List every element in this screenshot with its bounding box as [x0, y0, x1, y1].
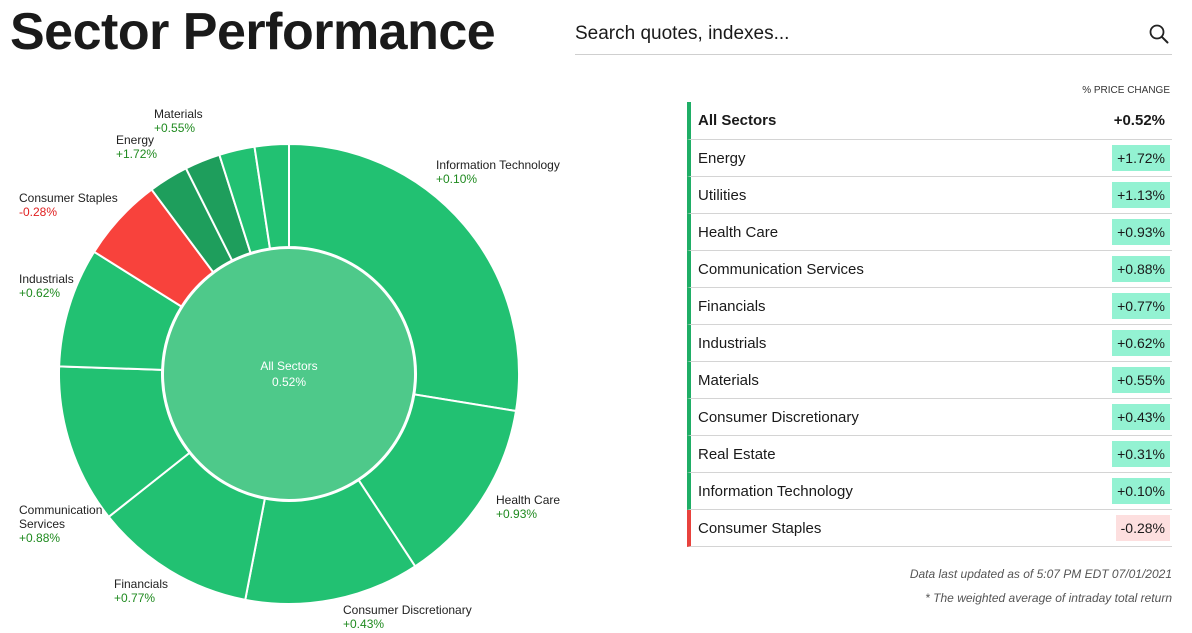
slice-label: Consumer Discretionary [343, 603, 472, 617]
table-row[interactable]: Health Care +0.93% [687, 214, 1172, 251]
table-row[interactable]: Real Estate +0.31% [687, 436, 1172, 473]
slice-label: Services [19, 517, 65, 531]
sector-name: Materials [698, 371, 759, 389]
sector-change-value: +0.93% [1112, 219, 1170, 245]
table-row[interactable]: Financials +0.77% [687, 288, 1172, 325]
slice-label: Industrials [19, 272, 74, 286]
table-row[interactable]: Information Technology +0.10% [687, 473, 1172, 510]
search-box [575, 16, 1172, 55]
sector-name: All Sectors [698, 112, 777, 129]
search-icon[interactable] [1148, 23, 1170, 45]
sector-change-value: +0.62% [1112, 330, 1170, 356]
sector-name: Consumer Discretionary [698, 408, 859, 426]
last-updated-text: Data last updated as of 5:07 PM EDT 07/0… [909, 567, 1172, 581]
sector-name: Industrials [698, 334, 767, 352]
sector-change-value: +0.55% [1112, 367, 1170, 393]
table-row[interactable]: Materials +0.55% [687, 362, 1172, 399]
sector-change-value: +0.43% [1112, 404, 1170, 430]
sector-rows: All Sectors +0.52% Energy +1.72% Utilities +1… [687, 102, 1172, 547]
sector-pie-chart: All Sectors 0.52% Information Technology +0… [0, 95, 590, 633]
table-row[interactable]: Industrials +0.62% [687, 325, 1172, 362]
slice-value-label: +0.55% [154, 121, 195, 135]
sector-name: Communication Services [698, 260, 864, 278]
table-row[interactable]: Consumer Discretionary +0.43% [687, 399, 1172, 436]
sector-change-value: +0.77% [1112, 293, 1170, 319]
table-row[interactable]: Consumer Staples -0.28% [687, 510, 1172, 547]
search-input[interactable] [575, 18, 1135, 50]
sector-change-value: +0.52% [1113, 111, 1165, 129]
slice-value-label: +0.62% [19, 286, 60, 300]
slice-value-label: +0.10% [436, 172, 477, 186]
slice-value-label: +0.88% [19, 531, 60, 545]
slice-value-label: +0.77% [114, 591, 155, 605]
center-label-name: All Sectors [260, 359, 317, 373]
sector-table: % PRICE CHANGE All Sectors +0.52% Energy +1… [687, 85, 1172, 547]
slice-value-label: +0.93% [496, 507, 537, 521]
slice-value-label: +1.72% [116, 147, 157, 161]
slice-value-label: -0.28% [19, 205, 57, 219]
sector-change-value: +0.88% [1112, 256, 1170, 282]
center-label-value: 0.52% [272, 375, 306, 389]
sector-name: Financials [698, 297, 766, 315]
sector-name: Energy [698, 149, 746, 167]
sector-change-value: +0.31% [1112, 441, 1170, 467]
slice-label: Financials [114, 577, 168, 591]
page-title: Sector Performance [10, 3, 496, 61]
slice-label: Materials [154, 107, 203, 121]
sector-name: Real Estate [698, 445, 776, 463]
sector-change-value: +0.10% [1112, 478, 1170, 504]
sector-name: Utilities [698, 186, 747, 204]
pie-center [162, 247, 416, 501]
sector-change-value: +1.13% [1112, 182, 1170, 208]
table-header-price-change: % PRICE CHANGE [1082, 85, 1170, 96]
slice-label: Communication [19, 503, 102, 517]
sector-change-value: +1.72% [1112, 145, 1170, 171]
table-row[interactable]: Communication Services +0.88% [687, 251, 1172, 288]
sector-change-value: -0.28% [1115, 515, 1170, 541]
table-row-all-sectors[interactable]: All Sectors +0.52% [687, 102, 1172, 140]
slice-label: Health Care [496, 493, 560, 507]
table-row[interactable]: Energy +1.72% [687, 140, 1172, 177]
slice-label: Information Technology [436, 158, 560, 172]
slice-label: Energy [116, 133, 154, 147]
sector-name: Consumer Staples [698, 519, 822, 537]
sector-name: Health Care [698, 223, 779, 241]
slice-value-label: +0.43% [343, 617, 384, 631]
weighted-average-note: * The weighted average of intraday total… [925, 591, 1172, 605]
sector-name: Information Technology [698, 482, 853, 500]
table-row[interactable]: Utilities +1.13% [687, 177, 1172, 214]
slice-label: Consumer Staples [19, 191, 118, 205]
